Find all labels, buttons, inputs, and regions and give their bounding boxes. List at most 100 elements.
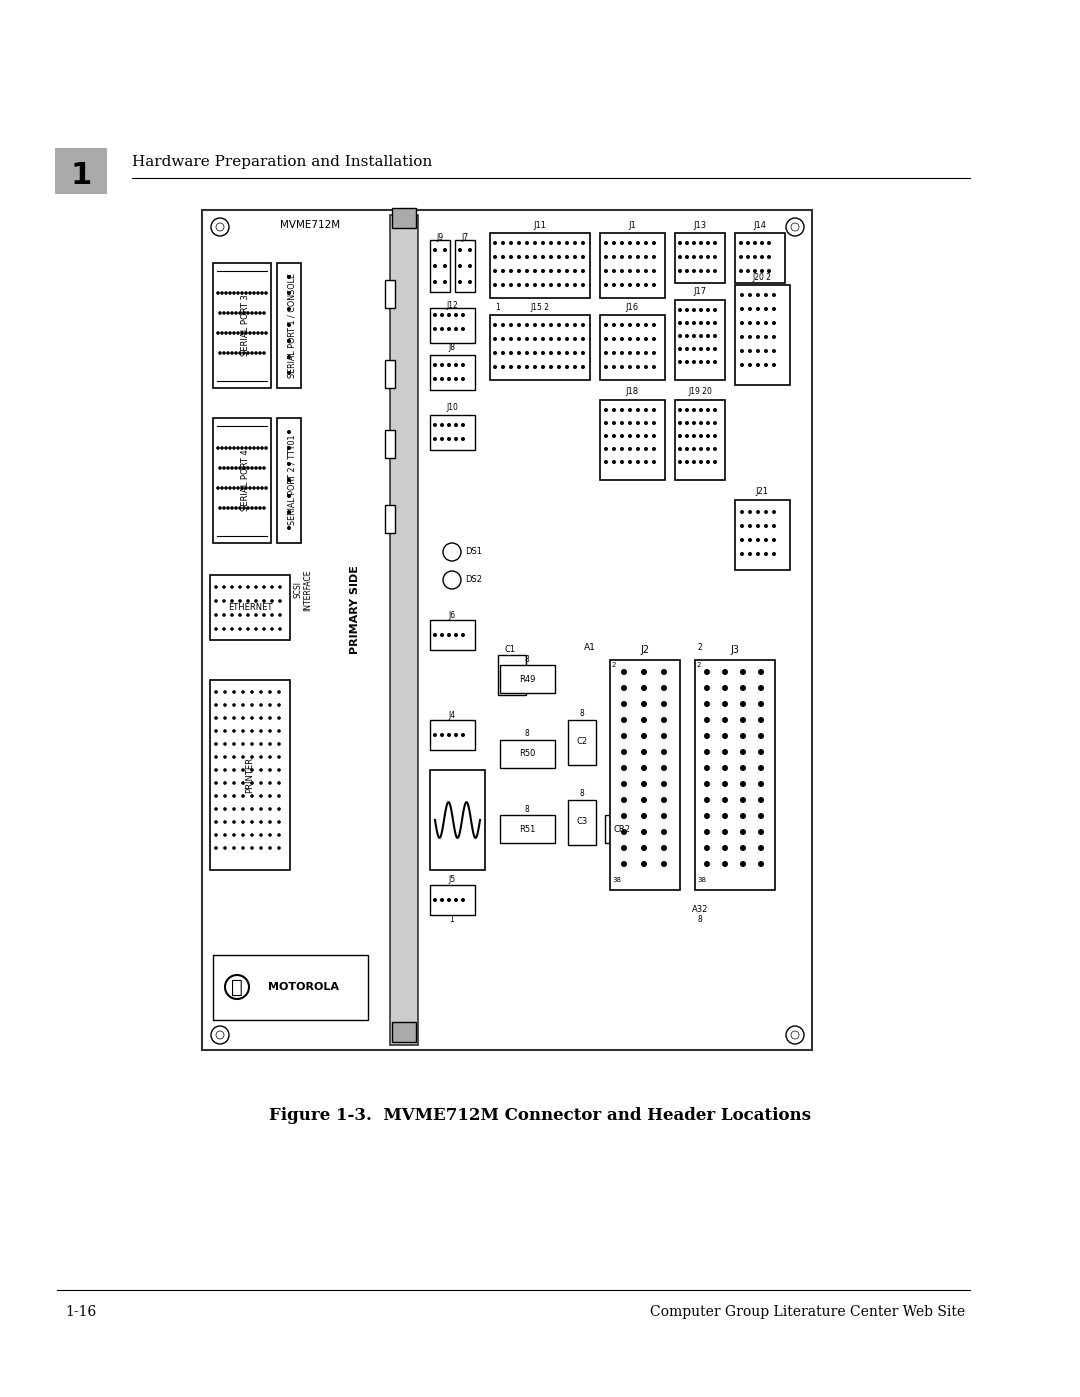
Circle shape (232, 486, 235, 490)
Circle shape (246, 613, 249, 617)
Circle shape (642, 813, 647, 819)
Circle shape (253, 446, 256, 450)
Circle shape (627, 447, 632, 451)
Circle shape (251, 717, 254, 719)
Circle shape (627, 337, 632, 341)
Circle shape (706, 460, 710, 464)
Circle shape (644, 408, 648, 412)
Circle shape (652, 256, 656, 258)
Circle shape (573, 351, 577, 355)
Bar (735, 233, 785, 284)
Circle shape (447, 733, 451, 738)
Circle shape (268, 703, 272, 707)
Circle shape (621, 749, 627, 754)
Circle shape (278, 795, 281, 798)
Circle shape (723, 669, 728, 675)
Circle shape (620, 420, 624, 425)
Circle shape (248, 331, 252, 335)
Circle shape (704, 733, 710, 739)
Circle shape (278, 742, 281, 746)
Circle shape (279, 627, 282, 631)
Circle shape (268, 690, 272, 694)
Circle shape (525, 242, 529, 244)
Circle shape (241, 807, 245, 810)
Circle shape (699, 242, 703, 244)
Circle shape (447, 363, 451, 367)
Circle shape (237, 331, 240, 335)
Circle shape (753, 242, 757, 244)
Circle shape (214, 717, 218, 719)
Bar (430, 620, 475, 650)
Circle shape (461, 363, 465, 367)
Circle shape (268, 795, 272, 798)
Circle shape (509, 270, 513, 272)
Circle shape (772, 363, 777, 367)
Circle shape (713, 420, 717, 425)
Circle shape (642, 749, 647, 754)
Circle shape (764, 538, 768, 542)
Circle shape (612, 242, 616, 244)
Circle shape (758, 813, 764, 819)
Bar (600, 400, 665, 481)
Circle shape (692, 434, 696, 439)
Circle shape (244, 486, 247, 490)
Text: C3: C3 (577, 817, 588, 827)
Circle shape (240, 446, 244, 450)
Circle shape (549, 351, 553, 355)
Circle shape (222, 506, 226, 510)
Circle shape (240, 331, 244, 335)
Circle shape (557, 323, 561, 327)
Circle shape (454, 377, 458, 381)
Text: A32: A32 (692, 905, 708, 915)
Bar (675, 233, 725, 284)
Bar (605, 814, 640, 842)
Circle shape (642, 701, 647, 707)
Circle shape (557, 365, 561, 369)
Circle shape (225, 446, 228, 450)
Circle shape (251, 847, 254, 849)
Circle shape (642, 781, 647, 787)
Circle shape (612, 420, 616, 425)
Circle shape (620, 447, 624, 451)
Circle shape (242, 351, 246, 355)
Circle shape (230, 351, 233, 355)
Circle shape (509, 256, 513, 258)
Circle shape (692, 307, 696, 312)
Circle shape (259, 690, 262, 694)
Circle shape (222, 627, 226, 631)
Circle shape (549, 242, 553, 244)
Circle shape (433, 733, 437, 738)
Circle shape (642, 845, 647, 851)
Circle shape (232, 446, 235, 450)
Bar (610, 659, 680, 890)
Circle shape (678, 408, 681, 412)
Circle shape (740, 321, 744, 326)
Circle shape (433, 898, 437, 902)
Circle shape (652, 270, 656, 272)
Circle shape (218, 506, 221, 510)
Circle shape (748, 307, 752, 312)
Circle shape (767, 256, 771, 258)
Circle shape (604, 460, 608, 464)
Circle shape (228, 291, 232, 295)
Circle shape (644, 323, 648, 327)
Circle shape (525, 337, 529, 341)
Circle shape (534, 351, 537, 355)
Circle shape (713, 346, 717, 351)
Circle shape (581, 337, 585, 341)
Circle shape (758, 685, 764, 692)
Circle shape (239, 351, 242, 355)
Circle shape (259, 742, 262, 746)
Bar (600, 314, 665, 380)
Circle shape (517, 351, 521, 355)
Text: J20 2: J20 2 (753, 272, 771, 282)
Circle shape (251, 833, 254, 837)
Circle shape (620, 270, 624, 272)
Circle shape (652, 447, 656, 451)
Text: J18: J18 (625, 387, 638, 397)
Circle shape (278, 807, 281, 810)
Circle shape (509, 323, 513, 327)
Circle shape (636, 420, 640, 425)
Circle shape (443, 543, 461, 562)
Circle shape (627, 323, 632, 327)
